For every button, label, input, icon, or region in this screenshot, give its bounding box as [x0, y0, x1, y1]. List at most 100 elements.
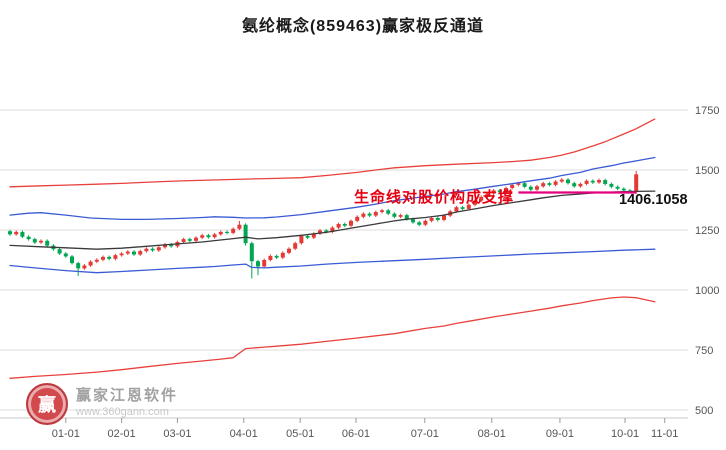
candle-body: [237, 224, 242, 229]
upper-channel-blue: [9, 156, 656, 221]
lifeline-black: [9, 190, 656, 250]
candle-body: [262, 260, 267, 267]
candle-body: [466, 204, 471, 209]
x-axis-label: 03-01: [163, 428, 191, 440]
candle-body: [150, 248, 155, 251]
candle-body: [101, 256, 105, 260]
candle-body: [8, 231, 12, 235]
candle-body: [516, 183, 521, 185]
candle-body: [76, 263, 81, 269]
chart-title: 氨纶概念(859463)赢家极反通道: [241, 18, 485, 35]
candle-body: [200, 235, 205, 238]
lower-channel-blue: [9, 248, 656, 274]
candle-body: [621, 188, 626, 191]
candle-body: [479, 196, 484, 201]
watermark: 赢 赢家江恩软件 www.360gann.com: [26, 383, 178, 425]
x-axis-label: 05-01: [286, 428, 314, 440]
candle-body: [411, 219, 415, 223]
x-axis-label: 09-01: [546, 428, 574, 440]
candle-body: [20, 231, 25, 237]
candle-body: [305, 236, 310, 238]
candle-body: [392, 213, 397, 217]
candle-body: [460, 207, 465, 209]
candle-body: [39, 240, 43, 243]
candle-body: [380, 210, 384, 212]
candle-body: [497, 190, 502, 193]
lower-channel-red: [9, 296, 656, 379]
candle-body: [547, 183, 552, 185]
candle-body: [324, 230, 329, 232]
candle-body: [609, 183, 614, 187]
support-annotation: 生命线对股价构成支撑: [354, 189, 515, 206]
candle-body: [361, 213, 366, 217]
candle-body: [330, 227, 335, 232]
candle-body: [442, 215, 446, 220]
candle-body: [293, 243, 298, 249]
watermark-brand: 赢家江恩软件: [76, 387, 179, 404]
candle-body: [398, 215, 403, 217]
candle-body: [169, 244, 174, 247]
candle-body: [14, 231, 19, 235]
candle-body: [597, 180, 601, 183]
candle-body: [113, 255, 118, 259]
candle-body: [528, 186, 533, 190]
candle-body: [504, 188, 508, 193]
candle-body: [349, 220, 353, 226]
candle-body: [45, 240, 50, 246]
watermark-logo-icon: 赢: [26, 383, 68, 425]
candle-body: [125, 251, 130, 254]
candle-body: [163, 244, 167, 248]
candle-body: [32, 239, 37, 243]
candle-body: [584, 180, 589, 184]
candle-body: [386, 210, 391, 214]
candle-body: [225, 231, 229, 233]
candle-body: [299, 236, 304, 244]
candle-body: [355, 216, 360, 221]
candle-body: [553, 181, 558, 185]
candle-body: [212, 234, 217, 238]
x-axis-label: 07-01: [411, 428, 439, 440]
candle-body: [404, 215, 409, 220]
watermark-url: www.360gann.com: [76, 406, 169, 418]
upper-channel-red: [9, 118, 656, 188]
candle-body: [82, 265, 87, 269]
candle-body: [256, 261, 260, 267]
candle-body: [249, 243, 254, 262]
candle-body: [603, 180, 608, 184]
candle-body: [57, 249, 62, 254]
y-axis-label: 1500: [695, 165, 719, 177]
y-axis-label: 1000: [695, 285, 719, 297]
candle-body: [423, 220, 428, 225]
candle-body: [572, 183, 577, 187]
candle-body: [243, 224, 248, 244]
candle-body: [342, 224, 347, 226]
candle-body: [473, 200, 477, 205]
x-axis-label: 02-01: [108, 428, 136, 440]
candle-body: [566, 179, 570, 184]
candle-body: [535, 186, 539, 190]
candle-body: [107, 256, 112, 259]
candle-body: [417, 222, 422, 225]
candle-body: [559, 179, 564, 182]
y-axis-label: 1750: [695, 105, 719, 117]
candle-body: [429, 218, 434, 221]
candle-body: [287, 248, 291, 253]
candle-body: [268, 255, 273, 260]
y-axis-label: 750: [695, 345, 713, 357]
candle-body: [88, 261, 93, 266]
candle-body: [138, 251, 143, 255]
candle-body: [336, 224, 341, 228]
x-axis-label: 01-01: [52, 428, 80, 440]
candle-body: [63, 253, 68, 257]
x-axis-label: 04-01: [230, 428, 258, 440]
candle-body: [590, 180, 595, 183]
price-label: 1406.1058: [619, 192, 688, 208]
candle-body: [218, 231, 223, 235]
candle-body: [194, 237, 198, 241]
candle-body: [485, 193, 490, 197]
candle-body: [280, 252, 285, 258]
y-axis-label: 500: [695, 405, 713, 417]
y-axis-label: 1250: [695, 225, 719, 237]
